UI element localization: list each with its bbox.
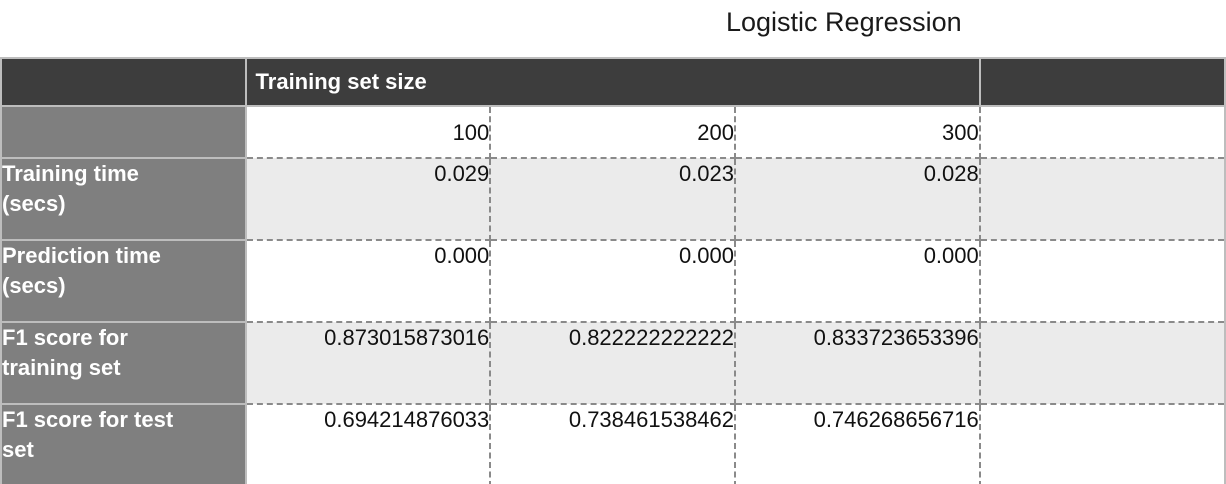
size-cell: 100 xyxy=(245,106,492,159)
row-label-line: set xyxy=(2,437,34,462)
table-header-row: Training set size xyxy=(0,57,1226,107)
value-cell: 0.746268656716 xyxy=(735,404,981,484)
size-cell xyxy=(979,106,1226,159)
value-cell xyxy=(979,240,1226,323)
table-row: F1 score for test set 0.694214876033 0.73… xyxy=(0,404,1226,484)
results-table: Training set size 100 200 300 Training t… xyxy=(0,57,1226,484)
value-cell: 0.029 xyxy=(245,158,492,241)
page-title: Logistic Regression xyxy=(726,7,962,37)
row-label-line: training set xyxy=(2,355,121,380)
table-row-sizes: 100 200 300 xyxy=(0,106,1226,159)
row-label-line: Prediction time xyxy=(2,243,161,268)
row-label-line: F1 score for xyxy=(2,325,128,350)
header-corner-cell xyxy=(0,57,247,107)
row-label-line: (secs) xyxy=(2,191,66,216)
value-cell: 0.694214876033 xyxy=(245,404,492,484)
value-cell: 0.000 xyxy=(245,240,492,323)
table-row: F1 score for training set 0.873015873016 … xyxy=(0,322,1226,405)
row-label-empty xyxy=(0,106,247,159)
value-cell xyxy=(979,404,1226,484)
row-label: F1 score for training set xyxy=(0,322,247,405)
header-empty-cell xyxy=(979,57,1226,107)
row-label-line: F1 score for test xyxy=(2,407,174,432)
row-label: Prediction time (secs) xyxy=(0,240,247,323)
table-row: Training time (secs) 0.029 0.023 0.028 xyxy=(0,158,1226,241)
row-label: Training time (secs) xyxy=(0,158,247,241)
value-cell xyxy=(979,158,1226,241)
value-cell: 0.000 xyxy=(735,240,981,323)
value-cell: 0.000 xyxy=(490,240,737,323)
table-row: Prediction time (secs) 0.000 0.000 0.000 xyxy=(0,240,1226,323)
value-cell: 0.873015873016 xyxy=(245,322,492,405)
size-cell: 300 xyxy=(735,106,981,159)
header-training-set-size: Training set size xyxy=(245,57,981,107)
value-cell: 0.738461538462 xyxy=(490,404,737,484)
value-cell: 0.833723653396 xyxy=(735,322,981,405)
row-label-line: Training time xyxy=(2,161,139,186)
row-label: F1 score for test set xyxy=(0,404,247,484)
value-cell: 0.023 xyxy=(490,158,737,241)
size-cell: 200 xyxy=(490,106,737,159)
value-cell: 0.822222222222 xyxy=(490,322,737,405)
value-cell: 0.028 xyxy=(735,158,981,241)
row-label-line: (secs) xyxy=(2,273,66,298)
value-cell xyxy=(979,322,1226,405)
